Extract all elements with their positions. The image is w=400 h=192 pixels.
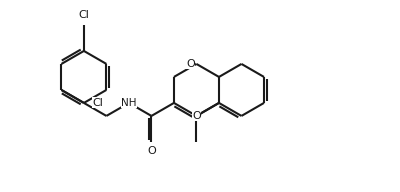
Text: Cl: Cl [78,10,89,20]
Text: Cl: Cl [92,98,104,108]
Text: NH: NH [121,98,137,108]
Text: O: O [147,146,156,156]
Text: O: O [192,111,201,121]
Text: O: O [186,59,195,69]
